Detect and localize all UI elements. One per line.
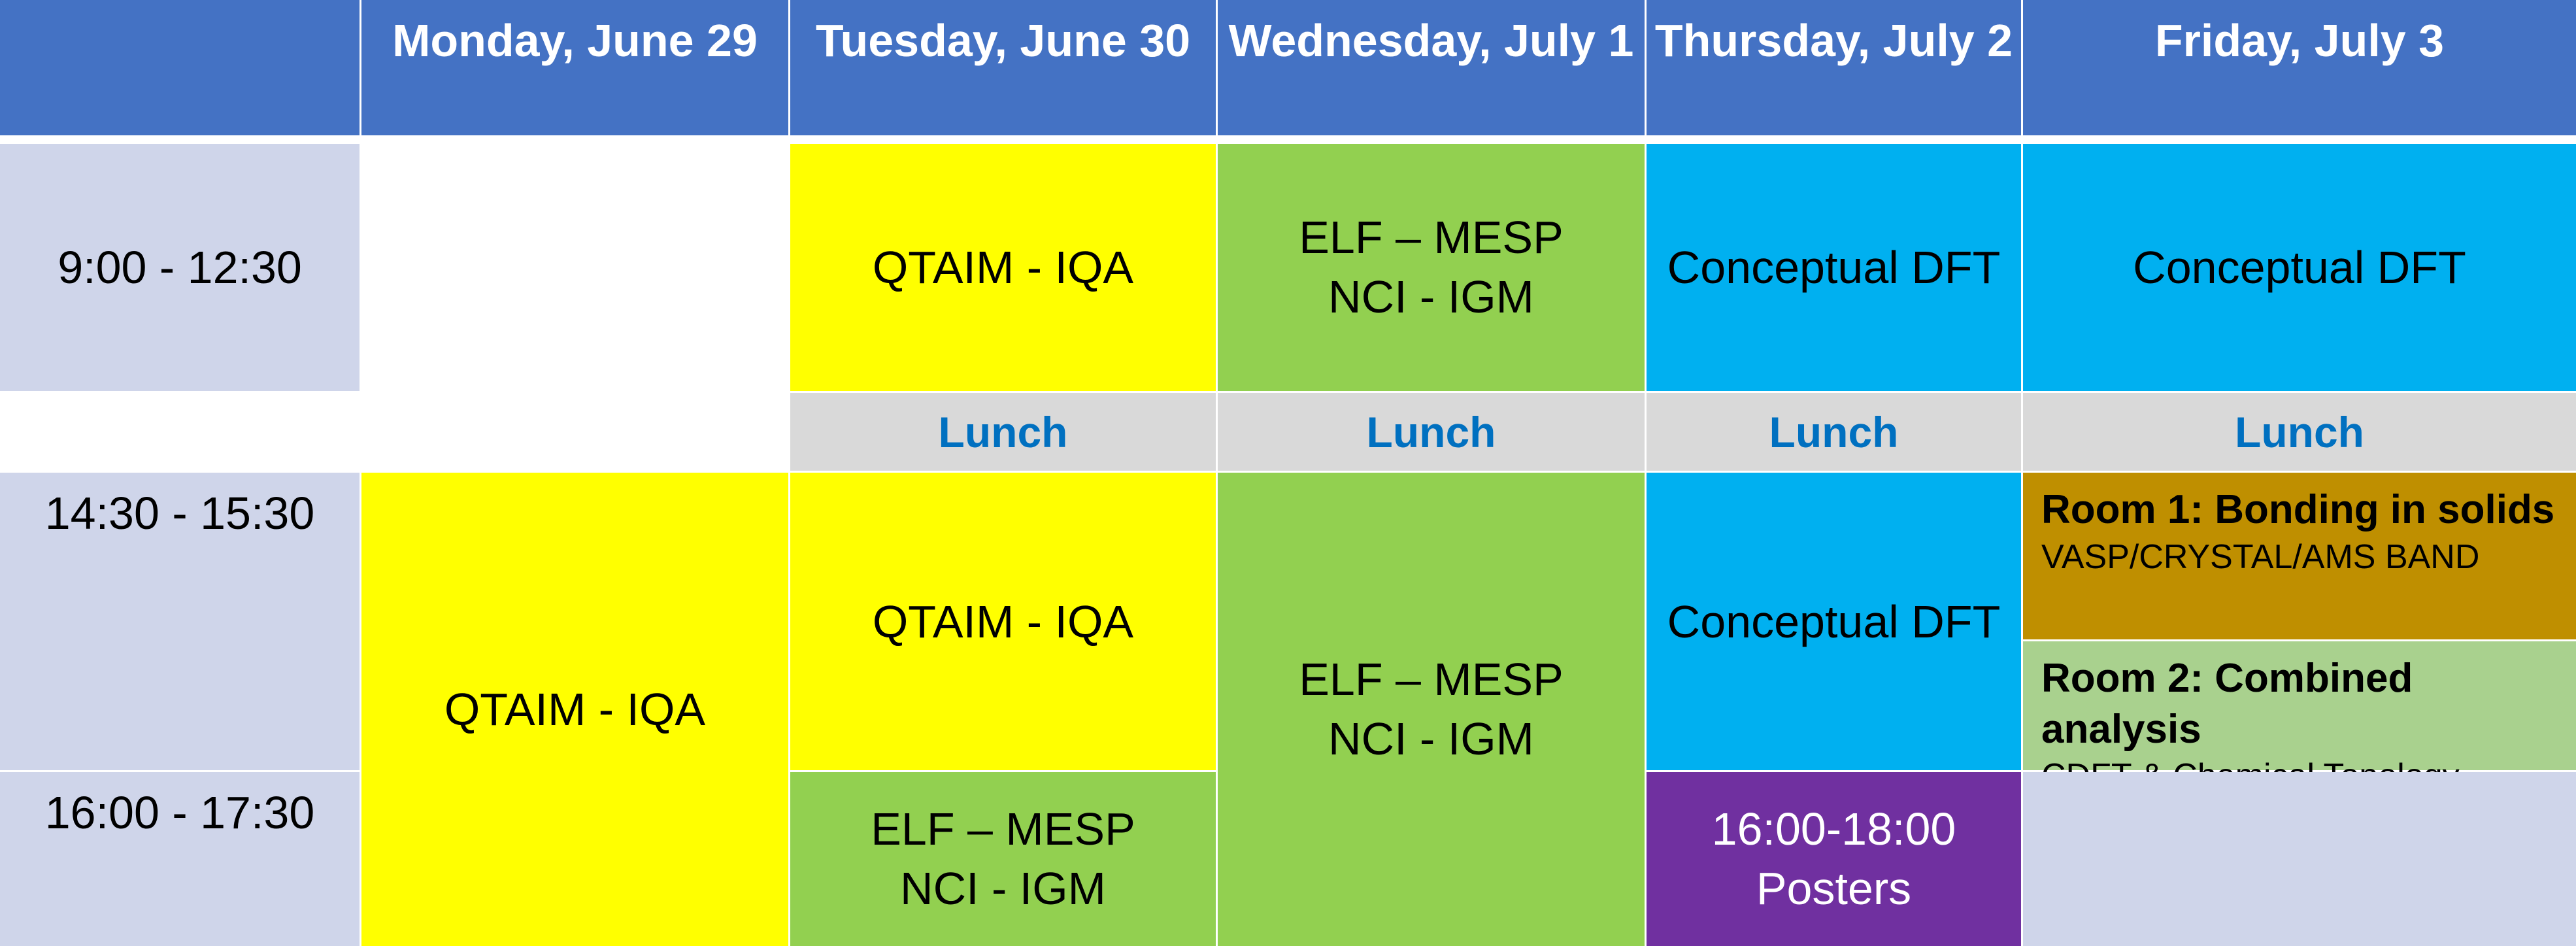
- tuesday-afternoon-session-1: QTAIM - IQA: [790, 473, 1216, 770]
- lunch-thursday: Lunch: [1647, 393, 2021, 471]
- header-thursday: Thursday, July 2: [1647, 0, 2021, 135]
- wednesday-afternoon-session: ELF – MESP NCI - IGM: [1218, 473, 1645, 946]
- thursday-afternoon-session: Conceptual DFT: [1647, 473, 2021, 770]
- lunch-tuesday: Lunch: [790, 393, 1216, 471]
- room2-title: Room 2: Combined analysis: [2041, 656, 2413, 752]
- time-morning: 9:00 - 12:30: [0, 144, 360, 391]
- monday-afternoon-session: QTAIM - IQA: [361, 473, 788, 946]
- posters-time: 16:00-18:00: [1711, 803, 1956, 854]
- time-afternoon-2: 16:00 - 17:30: [0, 772, 360, 946]
- lunch-friday: Lunch: [2023, 393, 2576, 471]
- posters-label: Posters: [1756, 863, 1912, 914]
- room1-subtitle: VASP/CRYSTAL/AMS BAND: [2041, 537, 2480, 576]
- session-line: ELF – MESP: [871, 803, 1135, 854]
- tuesday-afternoon-session-2: ELF – MESP NCI - IGM: [790, 772, 1216, 946]
- friday-morning-session: Conceptual DFT: [2023, 144, 2576, 391]
- room1-title: Room 1: Bonding in solids: [2041, 487, 2555, 532]
- session-line: NCI - IGM: [1328, 271, 1534, 322]
- thursday-posters-session: 16:00-18:00 Posters: [1647, 772, 2021, 946]
- header-monday: Monday, June 29: [361, 0, 788, 135]
- friday-room1-session: Room 1: Bonding in solids VASP/CRYSTAL/A…: [2023, 473, 2576, 639]
- header-wednesday: Wednesday, July 1: [1218, 0, 1645, 135]
- tuesday-morning-session: QTAIM - IQA: [790, 144, 1216, 391]
- wednesday-morning-session: ELF – MESP NCI - IGM: [1218, 144, 1645, 391]
- header-corner: [0, 0, 360, 135]
- session-line: ELF – MESP: [1299, 212, 1564, 263]
- time-afternoon-1: 14:30 - 15:30: [0, 473, 360, 770]
- session-line: NCI - IGM: [1328, 713, 1534, 764]
- thursday-morning-session: Conceptual DFT: [1647, 144, 2021, 391]
- lunch-wednesday: Lunch: [1218, 393, 1645, 471]
- friday-room2-session: Room 2: Combined analysis CDFT & Chemica…: [2023, 641, 2576, 795]
- header-friday: Friday, July 3: [2023, 0, 2576, 135]
- session-line: NCI - IGM: [900, 863, 1106, 914]
- header-tuesday: Tuesday, June 30: [790, 0, 1216, 135]
- friday-empty-slot: [2023, 772, 2576, 946]
- session-line: ELF – MESP: [1299, 654, 1564, 705]
